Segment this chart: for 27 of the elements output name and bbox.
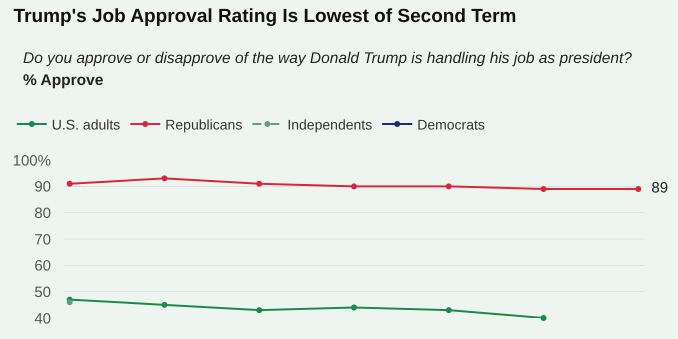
y-tick-label: 50 [34,284,51,301]
y-tick-label: 40 [34,310,51,328]
y-tick-label: 60 [34,258,51,275]
y-axis-title: % Approve [23,72,104,89]
point [446,307,452,314]
point [635,186,642,192]
point [540,315,547,321]
legend-label: U.S. adults [52,116,120,133]
legend-label: Republicans [165,116,242,133]
chart-subtitle: Do you approve or disapprove of the way Donald Trump is handling his job as president? [23,50,632,67]
point [161,302,168,308]
point [256,307,262,314]
point [161,175,168,182]
point [256,180,262,187]
legend-label: Independents [287,116,372,133]
chart-title: Trump's Job Approval Rating Is Lowest of Second Term [14,6,516,27]
legend-label: Democrats [417,116,485,133]
data-label: 89 [643,180,668,197]
y-tick-label: 100% [12,152,51,170]
point [446,183,452,190]
point [351,183,357,190]
y-tick-label: 80 [34,204,51,222]
y-tick-label: 70 [34,231,51,248]
y-tick-label: 90 [34,178,51,196]
point [351,304,357,310]
point [540,186,547,192]
point [66,180,73,187]
